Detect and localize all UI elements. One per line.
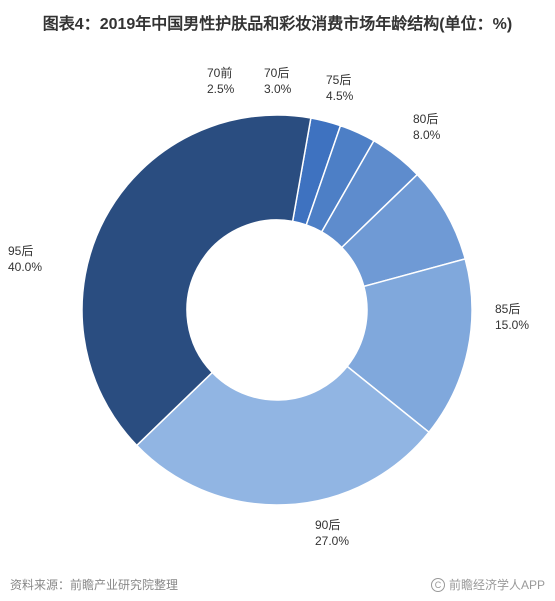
segment-label-75后: 75后 4.5%	[326, 73, 353, 104]
data-source: 资料来源：前瞻产业研究院整理	[10, 576, 178, 593]
segment-label-85后: 85后 15.0%	[495, 302, 529, 333]
chart-container: 图表4：2019年中国男性护肤品和彩妆消费市场年龄结构(单位：%) 70前 2.…	[0, 0, 555, 601]
chart-footer: 资料来源：前瞻产业研究院整理 C 前瞻经济学人APP	[10, 576, 545, 593]
segment-label-90后: 90后 27.0%	[315, 518, 349, 549]
donut-chart: 70前 2.5% 70后 3.0% 75后 4.5% 80后 8.0% 85后 15.0…	[0, 40, 555, 560]
segment-label-70后: 70后 3.0%	[264, 66, 291, 97]
chart-title: 图表4：2019年中国男性护肤品和彩妆消费市场年龄结构(单位：%)	[0, 10, 555, 34]
segment-label-95后: 95后 40.0%	[8, 244, 42, 275]
copyright-text: 前瞻经济学人APP	[449, 576, 545, 593]
segment-label-80后: 80后 8.0%	[413, 112, 440, 143]
copyright: C 前瞻经济学人APP	[431, 576, 545, 593]
copyright-icon: C	[431, 578, 445, 592]
donut-svg	[0, 40, 555, 560]
segment-label-70前: 70前 2.5%	[207, 66, 234, 97]
